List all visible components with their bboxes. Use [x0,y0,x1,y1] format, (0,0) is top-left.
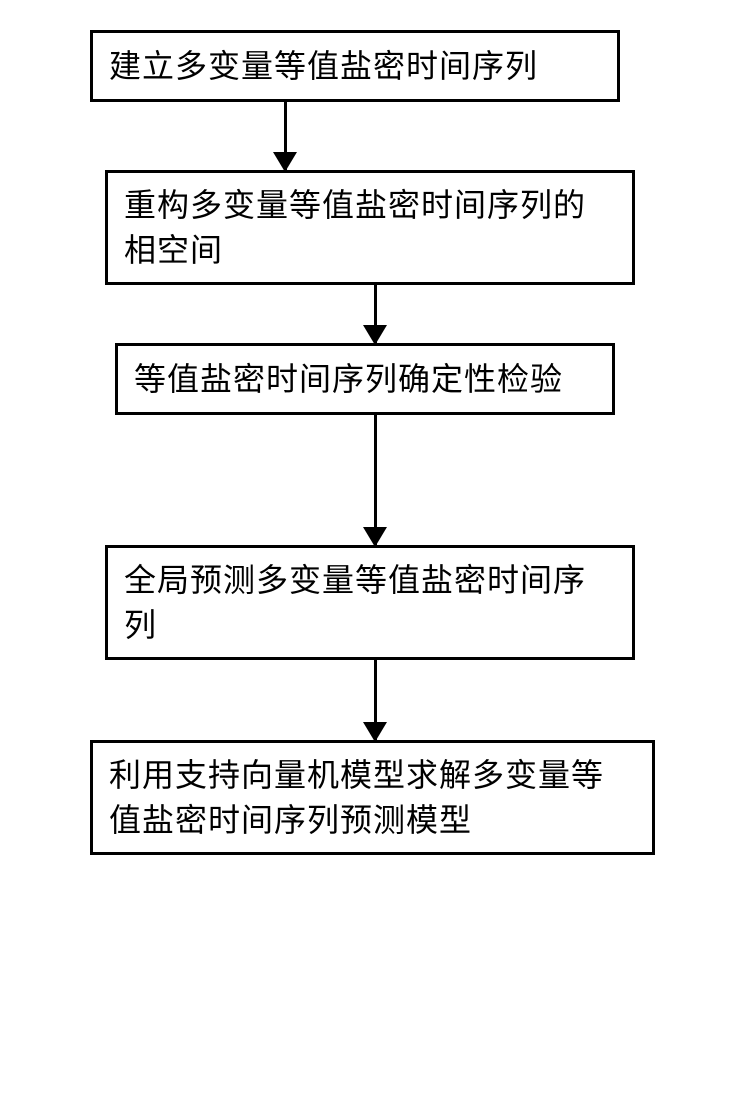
step-5-text: 利用支持向量机模型求解多变量等值盐密时间序列预测模型 [109,753,636,843]
step-2-text: 重构多变量等值盐密时间序列的相空间 [124,183,616,273]
arrow-1 [284,102,287,170]
flowchart-step-2: 重构多变量等值盐密时间序列的相空间 [105,170,635,285]
step-3-text: 等值盐密时间序列确定性检验 [134,357,563,402]
arrow-container-1 [90,102,660,170]
arrow-4 [374,660,377,740]
flowchart-step-3: 等值盐密时间序列确定性检验 [115,343,615,415]
arrow-container-4 [90,660,660,740]
arrow-container-3 [90,415,660,545]
arrow-container-2 [90,285,660,343]
step-4-text: 全局预测多变量等值盐密时间序列 [124,558,616,648]
flowchart-step-4: 全局预测多变量等值盐密时间序列 [105,545,635,660]
flowchart-step-5: 利用支持向量机模型求解多变量等值盐密时间序列预测模型 [90,740,655,855]
flowchart-container: 建立多变量等值盐密时间序列 重构多变量等值盐密时间序列的相空间 等值盐密时间序列… [90,30,660,855]
arrow-3 [374,415,377,545]
flowchart-step-1: 建立多变量等值盐密时间序列 [90,30,620,102]
step-1-text: 建立多变量等值盐密时间序列 [109,44,538,89]
arrow-2 [374,285,377,343]
